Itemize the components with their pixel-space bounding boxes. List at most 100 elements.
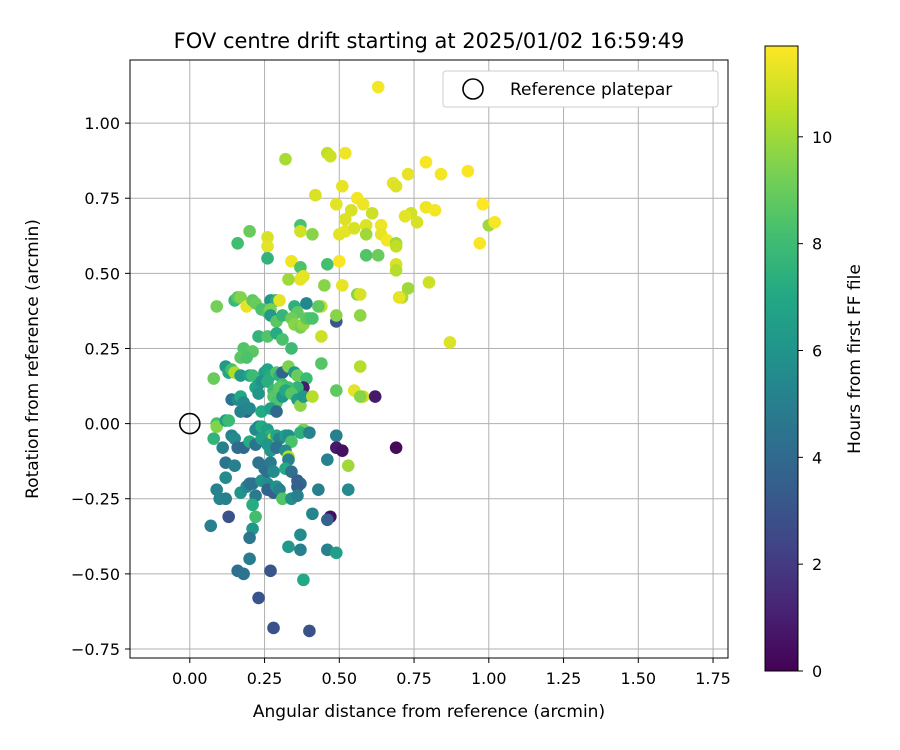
scatter-point [359,249,373,262]
scatter-point [428,203,442,217]
scatter-point [261,252,274,265]
scatter-point [231,237,244,250]
scatter-point [359,218,373,232]
scatter-point [282,273,295,286]
scatter-point [306,312,319,325]
x-axis-ticks: 0.00 0.25 0.50 0.75 1.00 1.25 1.50 1.75 [172,658,731,688]
scatter-point [315,330,328,343]
scatter-point [398,209,412,223]
scatter-point [368,390,382,403]
scatter-point [321,258,334,271]
colorbar-tick-label: 6 [812,341,822,360]
scatter-point [261,375,274,388]
scatter-point [273,294,286,307]
scatter-point [291,480,304,494]
scatter-point [401,282,415,295]
x-tick-label: 1.25 [546,669,582,688]
x-tick-label: 1.75 [695,669,731,688]
scatter-point [410,215,424,229]
colorbar-tick-label: 4 [812,448,822,467]
scatter-point [297,390,310,403]
scatter-point [207,432,221,445]
scatter-points [204,80,502,638]
scatter-point [330,546,343,560]
scatter-point [246,498,259,512]
scatter-point [359,227,373,241]
scatter-point [335,179,349,193]
colorbar-ticks: 0 2 4 6 8 10 [798,128,832,681]
scatter-point [204,519,218,533]
scatter-point [261,230,274,244]
scatter-point [285,465,298,478]
scatter-point [330,429,343,442]
scatter-point [264,564,277,578]
scatter-point [240,351,253,364]
chart-title: FOV centre drift starting at 2025/01/02 … [174,29,685,53]
scatter-point [371,80,385,94]
scatter-point [219,471,232,484]
scatter-point [285,255,298,268]
y-tick-label: 0.50 [84,264,120,283]
scatter-point [321,453,334,466]
y-axis-ticks: −0.75 −0.50 −0.25 0.00 0.25 0.50 0.75 1.00 [71,114,130,659]
y-tick-label: −0.75 [71,640,120,659]
scatter-point [279,152,292,166]
scatter-point [294,273,307,286]
scatter-point [294,528,307,542]
scatter-point [374,218,388,232]
scatter-point [309,188,322,202]
scatter-point [461,164,475,178]
scatter-point [243,552,256,566]
scatter-point [270,405,283,418]
colorbar-tick-label: 10 [812,128,832,147]
scatter-point [353,288,367,301]
x-tick-label: 0.00 [172,669,208,688]
scatter-point [243,402,256,415]
scatter-point [294,426,307,439]
scatter-point [330,309,343,322]
scatter-point [371,249,385,262]
scatter-point [291,489,304,503]
scatter-point [476,197,490,211]
scatter-point [389,179,403,193]
scatter-point [246,369,259,382]
scatter-point [312,300,325,313]
scatter-point [285,435,298,448]
scatter-point [276,492,289,506]
colorbar: 0 2 4 6 8 10 Hours from first FF file [764,45,865,681]
y-axis-label: Rotation from reference (arcmin) [23,219,43,499]
scatter-point [234,369,247,382]
scatter-point [294,224,307,238]
scatter-point [312,483,325,497]
scatter-point [344,203,358,217]
scatter-point [389,441,403,454]
grid [130,60,728,658]
scatter-point [338,146,352,160]
scatter-point [294,543,307,557]
scatter-point [216,441,229,454]
scatter-point [324,149,337,163]
scatter-point [243,531,256,545]
colorbar-tick-label: 2 [812,555,822,574]
x-tick-label: 0.25 [247,669,283,688]
y-tick-label: −0.25 [71,490,120,509]
scatter-point [249,510,262,524]
legend: Reference platepar [442,70,719,108]
scatter-point [237,567,250,581]
scatter-point [297,573,310,587]
scatter-point [315,357,328,370]
reference-point [179,412,201,435]
colorbar-label: Hours from first FF file [845,264,865,454]
scatter-point [303,426,316,439]
scatter-point [276,333,289,346]
scatter-point [335,279,349,292]
scatter-point [443,336,457,349]
scatter-point [353,390,367,403]
scatter-point [303,624,316,638]
scatter-point [252,591,265,605]
scatter-point [341,459,355,472]
x-tick-label: 0.50 [321,669,357,688]
scatter-point [321,513,334,527]
scatter-point [234,291,247,304]
scatter-point [353,309,367,322]
